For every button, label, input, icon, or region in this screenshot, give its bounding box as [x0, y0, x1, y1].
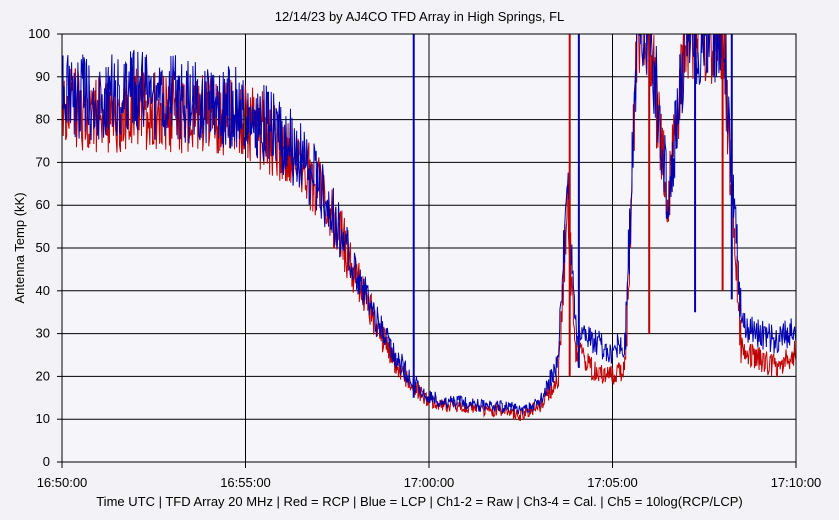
- y-tick-label: 60: [36, 197, 50, 212]
- series-layer: [62, 34, 796, 421]
- y-tick-label: 50: [36, 240, 50, 255]
- x-tick-label: 17:05:00: [587, 475, 638, 490]
- x-tick-label: 17:00:00: [404, 475, 455, 490]
- y-tick-label: 100: [28, 26, 50, 41]
- y-tick-label: 90: [36, 69, 50, 84]
- plot-border: [61, 33, 797, 463]
- y-tick-label: 30: [36, 326, 50, 341]
- x-tick-label: 17:10:00: [771, 475, 822, 490]
- y-axis-label: Antenna Temp (kK): [12, 192, 27, 303]
- series-lcp: [62, 34, 796, 415]
- axes: 0 10 20 30 40 50 60 70 80 90 100 16:50:00 16:55:00 17…: [28, 26, 821, 490]
- y-tick-label: 20: [36, 368, 50, 383]
- y-tick-label: 0: [43, 454, 50, 469]
- y-tick-label: 10: [36, 411, 50, 426]
- chart-title: 12/14/23 by AJ4CO TFD Array in High Spri…: [274, 9, 565, 24]
- y-tick-label: 40: [36, 283, 50, 298]
- y-tick-label: 70: [36, 154, 50, 169]
- x-tick-label: 16:50:00: [37, 475, 88, 490]
- y-tick-label: 80: [36, 112, 50, 127]
- x-tick-label: 16:55:00: [220, 475, 271, 490]
- x-axis-label: Time UTC | TFD Array 20 MHz | Red = RCP …: [96, 494, 743, 509]
